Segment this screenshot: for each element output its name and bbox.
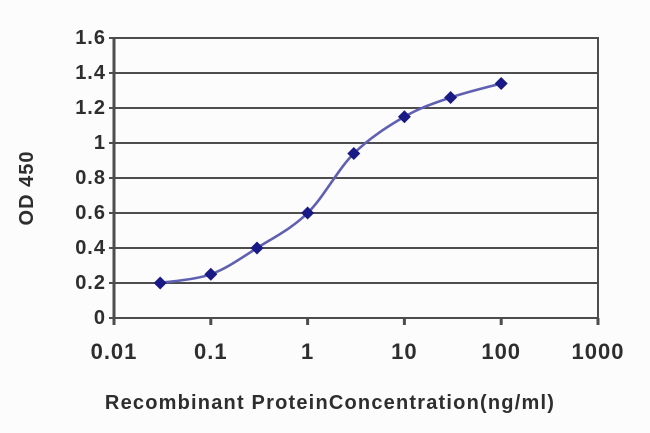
x-tick-label: 1000 [571,339,625,364]
data-point-marker [397,110,411,124]
y-tick-label: 1.2 [75,97,106,119]
y-tick-label: 0 [93,307,106,329]
y-tick-label: 0.6 [75,202,106,224]
data-point-marker [250,241,264,255]
y-tick-label: 0.8 [75,167,106,189]
y-tick-label: 0.2 [75,272,106,294]
data-point-marker [301,206,315,220]
y-tick-label: 0.4 [75,237,106,259]
data-point-marker [204,267,218,281]
y-tick-label: 1.6 [75,27,106,49]
data-point-marker [494,77,508,90]
data-line [159,82,502,285]
data-point-marker [347,147,361,160]
data-point-marker [444,91,458,104]
y-tick-label: 1 [93,132,106,154]
data-point-marker [153,276,167,290]
x-tick-label: 10 [391,339,418,364]
x-tick-label: 0.01 [90,339,138,364]
x-axis-title: Recombinant ProteinConcentration(ng/ml) [104,392,556,414]
x-tick-label: 100 [481,339,522,364]
x-tick-label: 1 [300,339,315,364]
x-tick-label: 0.1 [194,339,228,364]
y-tick-label: 1.4 [75,62,106,84]
